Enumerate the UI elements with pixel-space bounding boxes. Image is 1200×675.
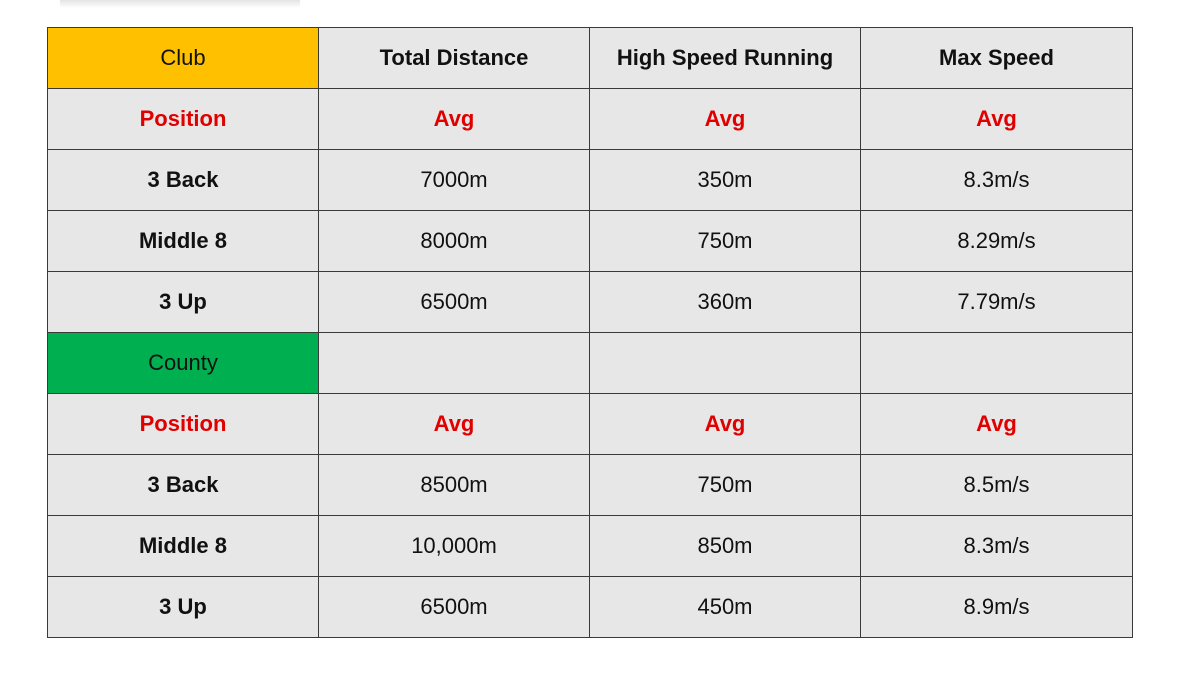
max-speed-cell: 8.3m/s xyxy=(860,149,1133,211)
position-cell: 3 Back xyxy=(47,454,319,516)
max-speed-cell: 8.5m/s xyxy=(860,454,1133,516)
avg-label: Avg xyxy=(318,393,590,455)
avg-label: Avg xyxy=(589,393,861,455)
high-speed-running-header: High Speed Running xyxy=(589,27,861,89)
county-header-row: County xyxy=(47,332,1133,394)
table-row: 3 Back 7000m 350m 8.3m/s xyxy=(47,149,1133,211)
position-label: Position xyxy=(47,88,319,150)
table-row: Middle 8 10,000m 850m 8.3m/s xyxy=(47,515,1133,577)
header-row: Club Total Distance High Speed Running M… xyxy=(47,27,1133,89)
max-speed-cell: 8.3m/s xyxy=(860,515,1133,577)
hsr-cell: 750m xyxy=(589,210,861,272)
avg-label: Avg xyxy=(589,88,861,150)
position-cell: 3 Up xyxy=(47,271,319,333)
max-speed-cell: 8.9m/s xyxy=(860,576,1133,638)
hsr-cell: 850m xyxy=(589,515,861,577)
total-distance-cell: 6500m xyxy=(318,576,590,638)
avg-label: Avg xyxy=(318,88,590,150)
table-row: 3 Back 8500m 750m 8.5m/s xyxy=(47,454,1133,516)
total-distance-cell: 10,000m xyxy=(318,515,590,577)
hsr-cell: 360m xyxy=(589,271,861,333)
county-subheader-row: Position Avg Avg Avg xyxy=(47,393,1133,455)
club-label-cell: Club xyxy=(47,27,319,89)
county-label-cell: County xyxy=(47,332,319,394)
hsr-cell: 750m xyxy=(589,454,861,516)
table-row: 3 Up 6500m 450m 8.9m/s xyxy=(47,576,1133,638)
total-distance-cell: 7000m xyxy=(318,149,590,211)
position-cell: 3 Back xyxy=(47,149,319,211)
empty-cell xyxy=(318,332,590,394)
empty-cell xyxy=(860,332,1133,394)
max-speed-header: Max Speed xyxy=(860,27,1133,89)
empty-cell xyxy=(589,332,861,394)
hsr-cell: 350m xyxy=(589,149,861,211)
total-distance-cell: 8000m xyxy=(318,210,590,272)
max-speed-cell: 7.79m/s xyxy=(860,271,1133,333)
avg-label: Avg xyxy=(860,393,1133,455)
table-row: Middle 8 8000m 750m 8.29m/s xyxy=(47,210,1133,272)
position-label: Position xyxy=(47,393,319,455)
avg-label: Avg xyxy=(860,88,1133,150)
total-distance-header: Total Distance xyxy=(318,27,590,89)
table-row: 3 Up 6500m 360m 7.79m/s xyxy=(47,271,1133,333)
total-distance-cell: 6500m xyxy=(318,271,590,333)
club-subheader-row: Position Avg Avg Avg xyxy=(47,88,1133,150)
position-cell: 3 Up xyxy=(47,576,319,638)
gps-stats-table: Club Total Distance High Speed Running M… xyxy=(47,27,1133,638)
top-edge-shadow xyxy=(60,0,300,8)
hsr-cell: 450m xyxy=(589,576,861,638)
position-cell: Middle 8 xyxy=(47,210,319,272)
max-speed-cell: 8.29m/s xyxy=(860,210,1133,272)
position-cell: Middle 8 xyxy=(47,515,319,577)
total-distance-cell: 8500m xyxy=(318,454,590,516)
